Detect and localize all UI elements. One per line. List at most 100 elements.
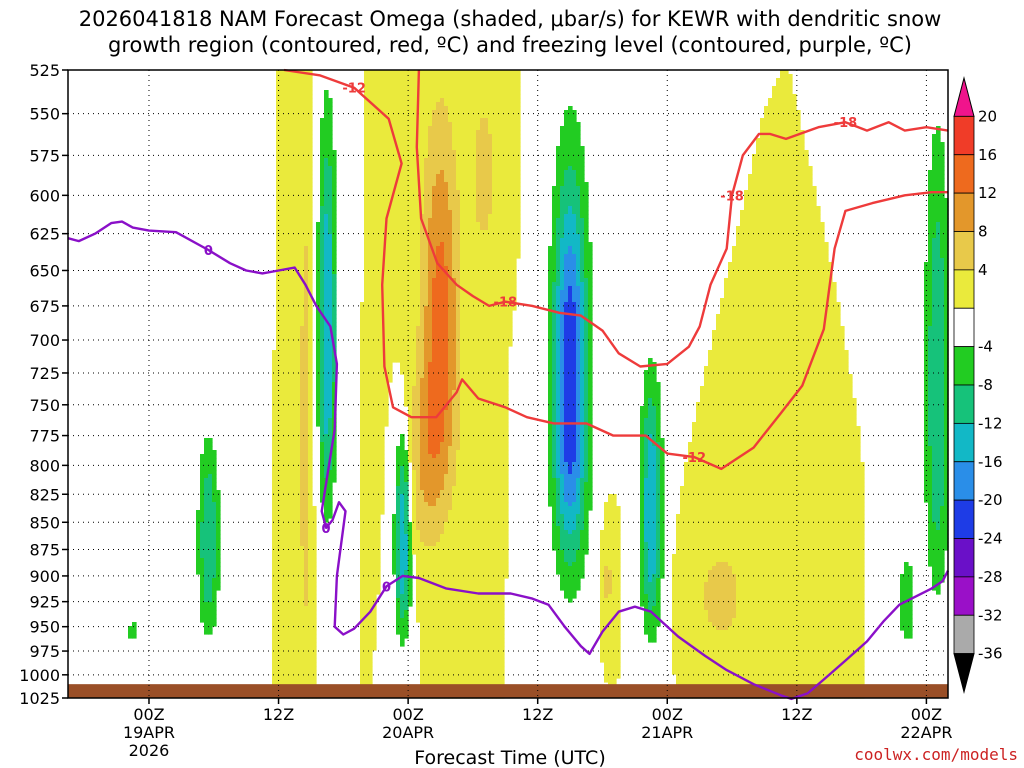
- omega-cell: [364, 618, 369, 623]
- omega-cell: [276, 194, 281, 199]
- omega-cell: [288, 650, 293, 655]
- omega-cell: [212, 614, 217, 619]
- omega-cell: [320, 122, 325, 127]
- omega-cell: [364, 226, 369, 231]
- omega-cell: [288, 310, 293, 315]
- omega-cell: [304, 394, 309, 399]
- omega-cell: [392, 102, 397, 107]
- omega-cell: [396, 242, 401, 247]
- omega-cell: [428, 458, 433, 463]
- omega-cell: [276, 330, 281, 335]
- omega-cell: [384, 398, 389, 403]
- omega-cell: [328, 466, 333, 471]
- omega-cell: [276, 350, 281, 355]
- omega-cell: [312, 610, 317, 615]
- omega-cell: [440, 214, 445, 219]
- omega-cell: [416, 578, 421, 583]
- omega-cell: [332, 382, 337, 387]
- omega-cell: [276, 474, 281, 479]
- omega-cell: [436, 626, 441, 631]
- omega-cell: [272, 418, 277, 423]
- omega-cell: [364, 310, 369, 315]
- omega-cell: [296, 670, 301, 675]
- omega-cell: [304, 630, 309, 635]
- omega-cell: [388, 190, 393, 195]
- omega-cell: [424, 326, 429, 331]
- omega-cell: [316, 294, 321, 299]
- omega-cell: [200, 466, 205, 471]
- omega-cell: [284, 262, 289, 267]
- omega-cell: [360, 450, 365, 455]
- omega-cell: [400, 190, 405, 195]
- omega-cell: [320, 294, 325, 299]
- omega-cell: [424, 622, 429, 627]
- omega-cell: [288, 354, 293, 359]
- omega-cell: [320, 358, 325, 363]
- omega-cell: [272, 638, 277, 643]
- omega-cell: [412, 114, 417, 119]
- omega-cell: [388, 98, 393, 103]
- omega-cell: [412, 82, 417, 87]
- omega-cell: [280, 522, 285, 527]
- omega-cell: [416, 138, 421, 143]
- omega-cell: [380, 214, 385, 219]
- omega-cell: [404, 386, 409, 391]
- omega-cell: [392, 550, 397, 555]
- omega-cell: [424, 222, 429, 227]
- omega-cell: [436, 350, 441, 355]
- omega-cell: [360, 602, 365, 607]
- omega-cell: [384, 82, 389, 87]
- omega-cell: [200, 506, 205, 511]
- omega-cell: [328, 154, 333, 159]
- omega-cell: [204, 530, 209, 535]
- omega-cell: [400, 274, 405, 279]
- omega-cell: [280, 130, 285, 135]
- omega-cell: [420, 610, 425, 615]
- omega-cell: [440, 490, 445, 495]
- omega-cell: [292, 330, 297, 335]
- omega-cell: [300, 334, 305, 339]
- omega-cell: [436, 206, 441, 211]
- omega-cell: [368, 470, 373, 475]
- omega-cell: [420, 674, 425, 679]
- omega-cell: [396, 630, 401, 635]
- omega-cell: [412, 262, 417, 267]
- omega-cell: [200, 526, 205, 531]
- omega-cell: [404, 234, 409, 239]
- omega-cell: [316, 378, 321, 383]
- omega-cell: [396, 286, 401, 291]
- omega-cell: [328, 162, 333, 167]
- omega-cell: [420, 306, 425, 311]
- omega-cell: [420, 434, 425, 439]
- omega-cell: [404, 454, 409, 459]
- omega-cell: [280, 642, 285, 647]
- omega-cell: [300, 230, 305, 235]
- omega-cell: [296, 478, 301, 483]
- omega-cell: [380, 118, 385, 123]
- omega-cell: [368, 622, 373, 627]
- omega-cell: [288, 106, 293, 111]
- omega-cell: [432, 646, 437, 651]
- omega-cell: [272, 366, 277, 371]
- omega-cell: [272, 458, 277, 463]
- omega-cell: [296, 578, 301, 583]
- omega-cell: [416, 490, 421, 495]
- omega-cell: [208, 562, 213, 567]
- omega-cell: [396, 322, 401, 327]
- omega-cell: [332, 366, 337, 371]
- omega-cell: [368, 618, 373, 623]
- omega-cell: [380, 478, 385, 483]
- omega-cell: [420, 98, 425, 103]
- omega-cell: [440, 290, 445, 295]
- omega-cell: [292, 658, 297, 663]
- omega-cell: [424, 466, 429, 471]
- omega-cell: [428, 306, 433, 311]
- omega-cell: [424, 70, 429, 75]
- omega-cell: [320, 190, 325, 195]
- omega-cell: [388, 306, 393, 311]
- omega-cell: [284, 346, 289, 351]
- omega-cell: [360, 582, 365, 587]
- omega-cell: [372, 142, 377, 147]
- omega-cell: [324, 346, 329, 351]
- omega-cell: [368, 538, 373, 543]
